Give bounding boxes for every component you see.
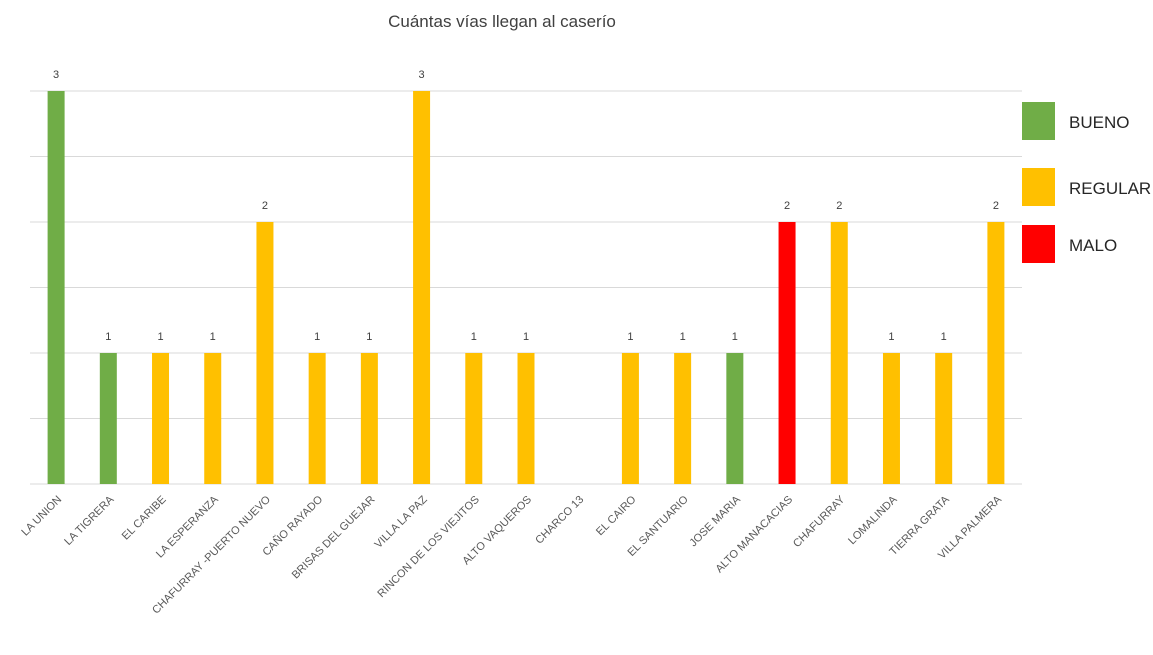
category-label: CHAFURRAY [791, 493, 848, 550]
category-label: EL CARIBE [120, 494, 169, 543]
bar [830, 222, 848, 484]
data-label: 1 [941, 331, 947, 343]
data-label: 1 [366, 331, 372, 343]
data-label: 1 [680, 331, 686, 343]
legend-label: MALO [1069, 236, 1117, 255]
data-labels: 3 1 1 1 2 1 1 3 1 1 1 1 1 2 2 1 1 2 [53, 69, 999, 343]
data-label: 1 [732, 331, 738, 343]
data-label: 1 [210, 331, 216, 343]
category-label: LA UNION [19, 494, 64, 539]
bar [726, 353, 744, 484]
category-label: JOSE MARIA [687, 493, 743, 549]
legend-swatch [1022, 168, 1055, 206]
data-label: 3 [419, 69, 425, 81]
data-label: 2 [836, 200, 842, 212]
category-label: LOMALINDA [846, 493, 900, 547]
data-label: 3 [53, 69, 59, 81]
bar [204, 353, 222, 484]
bar [152, 353, 170, 484]
category-label: CHAFURRAY -PUERTO NUEVO [150, 493, 273, 616]
data-label: 1 [105, 331, 111, 343]
legend: BUENO REGULAR MALO [1022, 102, 1151, 263]
data-label: 2 [262, 200, 268, 212]
bar [413, 91, 431, 484]
data-label: 1 [888, 331, 894, 343]
category-label: VILLA LA PAZ [372, 493, 429, 550]
bar [517, 353, 535, 484]
data-label: 1 [523, 331, 529, 343]
legend-swatch [1022, 225, 1055, 263]
legend-swatch [1022, 102, 1055, 140]
data-label: 1 [157, 331, 163, 343]
bar [882, 353, 900, 484]
bar [99, 353, 117, 484]
bar [465, 353, 483, 484]
data-label: 2 [784, 200, 790, 212]
data-label: 1 [471, 331, 477, 343]
data-label: 1 [627, 331, 633, 343]
bar [674, 353, 692, 484]
bars [47, 91, 1005, 484]
bar [987, 222, 1005, 484]
legend-label: REGULAR [1069, 179, 1151, 198]
data-label: 2 [993, 200, 999, 212]
chart-title: Cuántas vías llegan al caserío [388, 12, 616, 31]
bar [778, 222, 796, 484]
bar [935, 353, 953, 484]
category-label: CHARCO 13 [533, 494, 586, 547]
bar [360, 353, 378, 484]
category-label: RINCON DE LOS VIEJITOS [375, 494, 481, 600]
bar [621, 353, 639, 484]
data-label: 1 [314, 331, 320, 343]
bar [47, 91, 65, 484]
category-label: EL CAIRO [594, 493, 639, 538]
legend-label: BUENO [1069, 113, 1129, 132]
bar [308, 353, 326, 484]
bar [256, 222, 274, 484]
category-label: LA TIGRERA [62, 493, 117, 548]
